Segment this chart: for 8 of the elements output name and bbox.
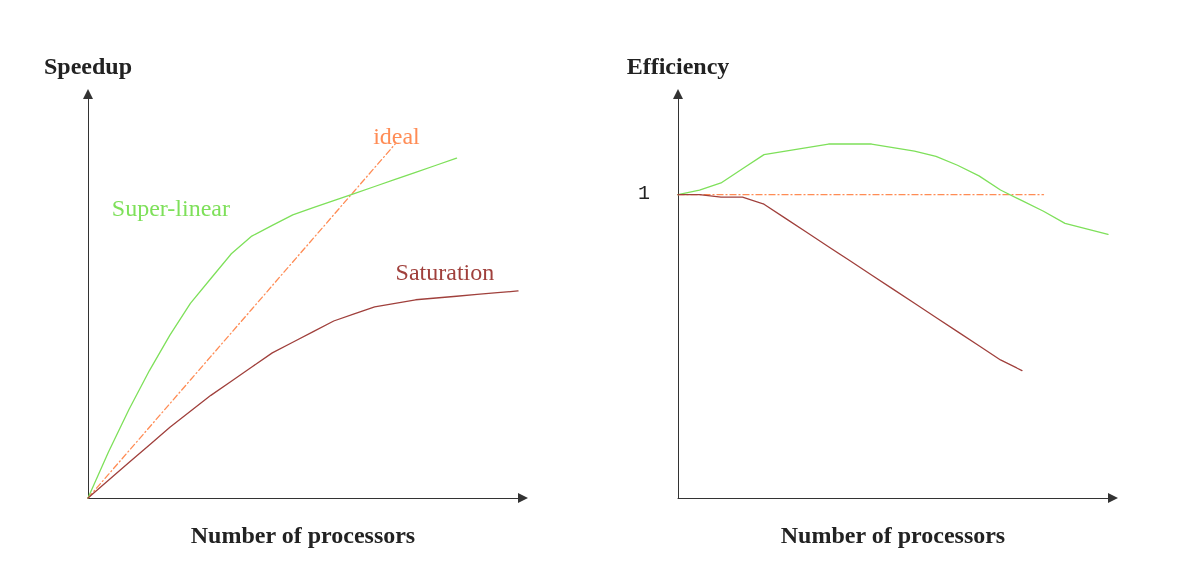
- y-axis-title: Speedup: [43, 53, 133, 79]
- y-axis-title: Efficiency: [626, 53, 730, 79]
- series-label: Saturation: [395, 258, 495, 285]
- text: 1: [638, 182, 651, 206]
- series-label: ideal: [373, 123, 421, 150]
- x-axis-title: Number of processors: [190, 522, 416, 548]
- series-label: Super-linear: [111, 195, 230, 222]
- x-axis-title: Number of processors: [780, 522, 1006, 548]
